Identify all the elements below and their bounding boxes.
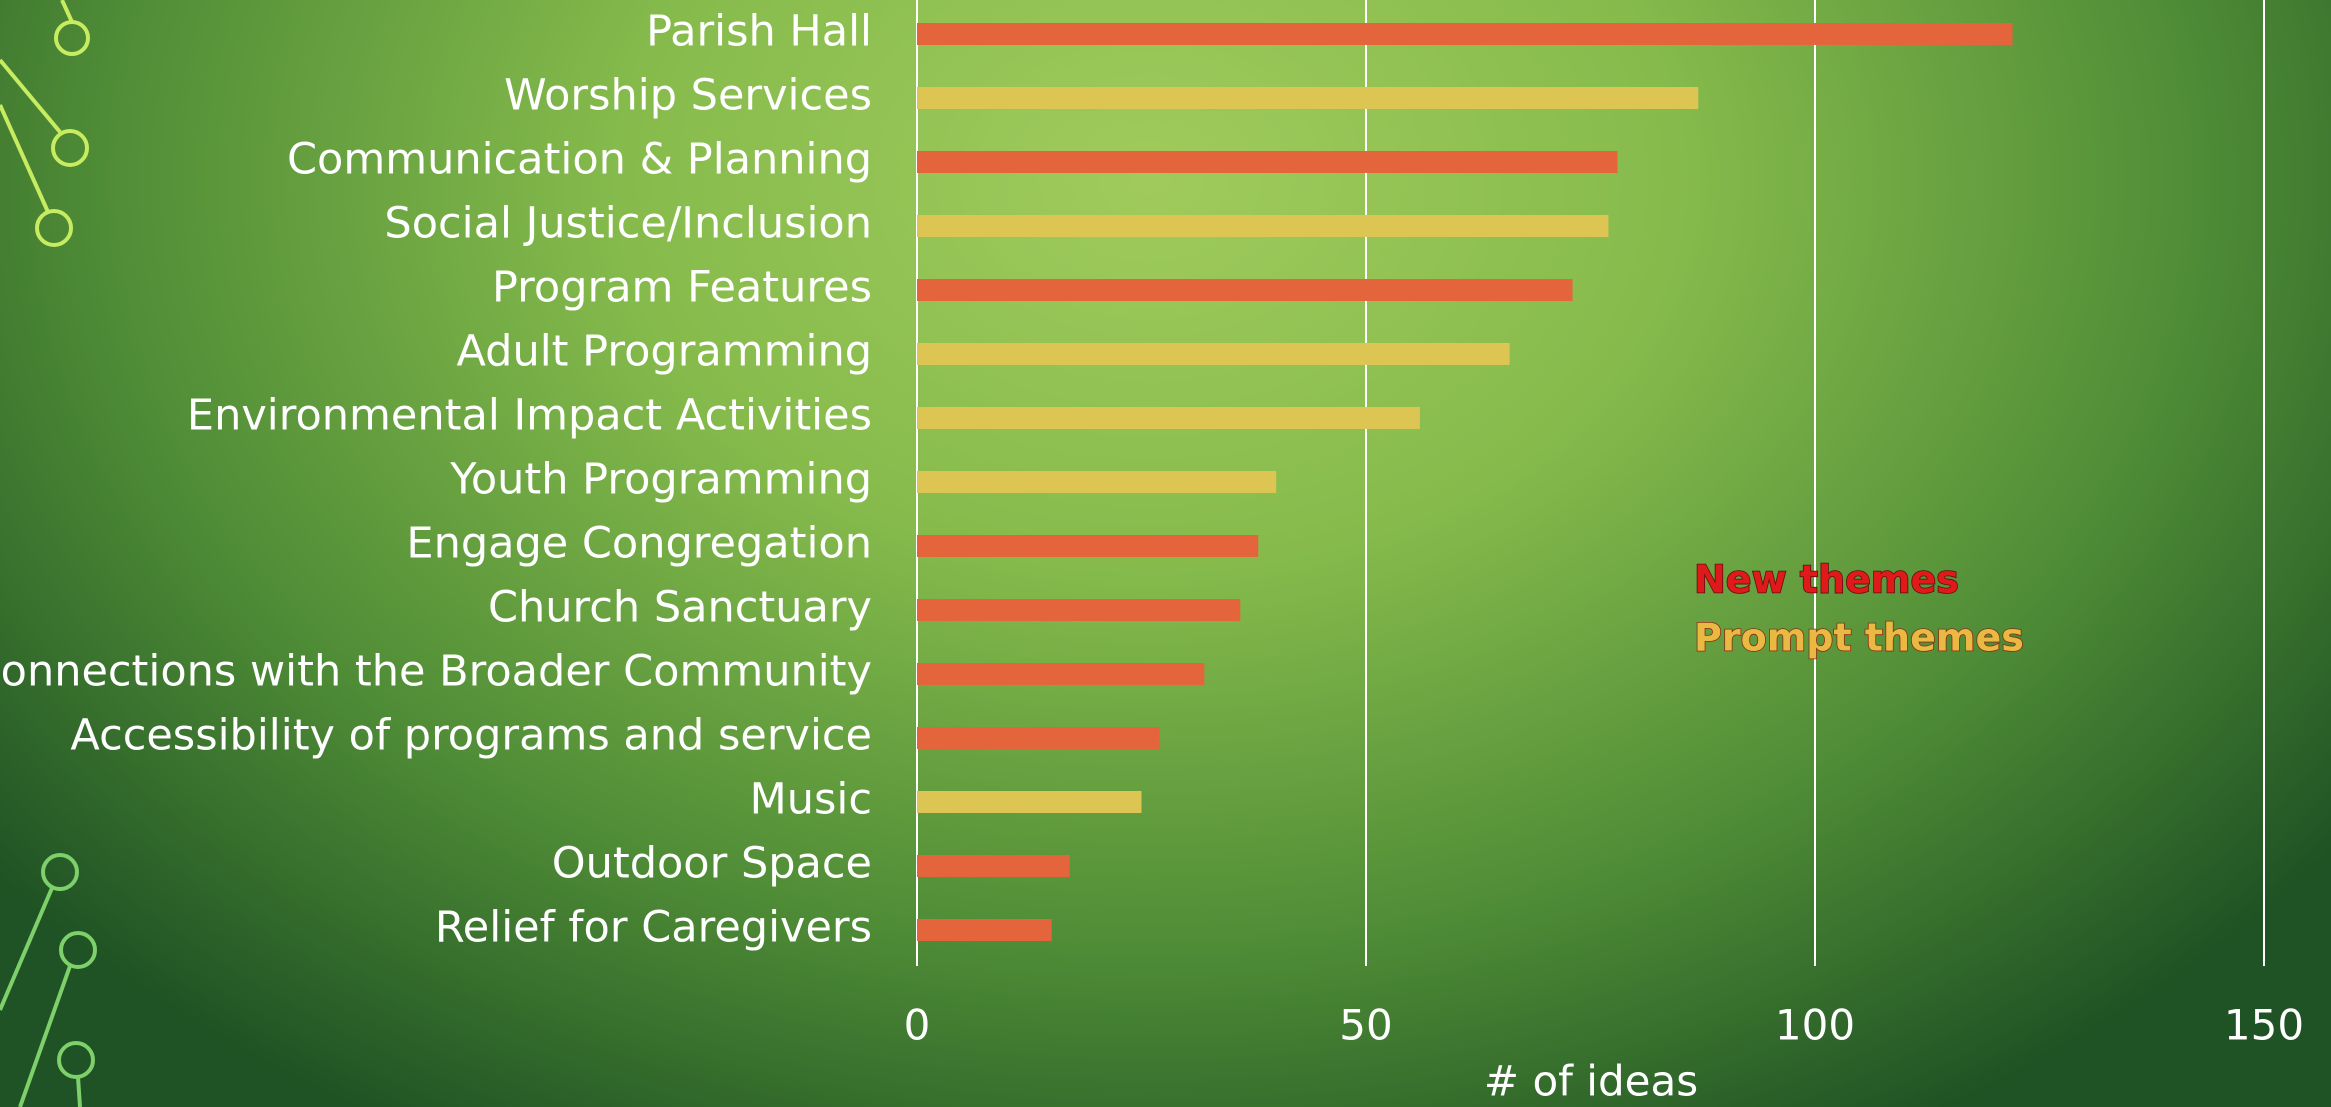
bar: [917, 87, 1698, 109]
bar: [917, 919, 1052, 941]
x-tick-label: 50: [1339, 1001, 1392, 1050]
y-tick-label: Engage Congregation: [406, 519, 872, 569]
y-tick-label: Church Sanctuary: [488, 583, 872, 633]
y-tick-label: Adult Programming: [457, 327, 873, 377]
bar: [917, 279, 1573, 301]
chart: # of ideas 0 50 100 150 Parish Hall Worship S…: [0, 0, 2331, 1107]
x-tick-label: 100: [1775, 1001, 1855, 1050]
bar: [917, 23, 2013, 45]
y-tick-label: Program Features: [492, 263, 872, 313]
legend-entry: Prompt themes: [1694, 616, 2024, 660]
x-axis-label: # of ideas: [1484, 1057, 1698, 1106]
bar: [917, 599, 1240, 621]
y-tick-label: Parish Hall: [646, 7, 872, 57]
bar: [917, 855, 1070, 877]
bar: [917, 535, 1258, 557]
x-tick-label: 150: [2224, 1001, 2304, 1050]
bar: [917, 407, 1420, 429]
x-tick-label: 0: [904, 1001, 931, 1050]
decoration: [0, 0, 95, 1107]
y-tick-label: Social Justice/Inclusion: [384, 199, 872, 249]
bar: [917, 151, 1617, 173]
y-tick-label: Outdoor Space: [552, 839, 872, 889]
y-tick-label: Communication & Planning: [287, 135, 872, 185]
y-tick-label: Worship Services: [504, 71, 872, 121]
y-tick-label: Music: [750, 775, 872, 825]
y-tick-label: Youth Programming: [449, 455, 872, 505]
bar: [917, 727, 1159, 749]
y-tick-label: Relief for Caregivers: [435, 903, 872, 953]
bar: [917, 215, 1608, 237]
bar: [917, 343, 1510, 365]
bar: [917, 663, 1204, 685]
bar: [917, 471, 1276, 493]
legend-entry: New themes: [1694, 558, 1959, 602]
slide: # of ideas 0 50 100 150 Parish Hall Worship S…: [0, 0, 2331, 1107]
y-tick-label: Connections with the Broader Community: [0, 647, 872, 697]
bar: [917, 791, 1142, 813]
y-tick-label: Environmental Impact Activities: [187, 391, 872, 441]
y-tick-label: Accessibility of programs and service: [70, 711, 872, 761]
